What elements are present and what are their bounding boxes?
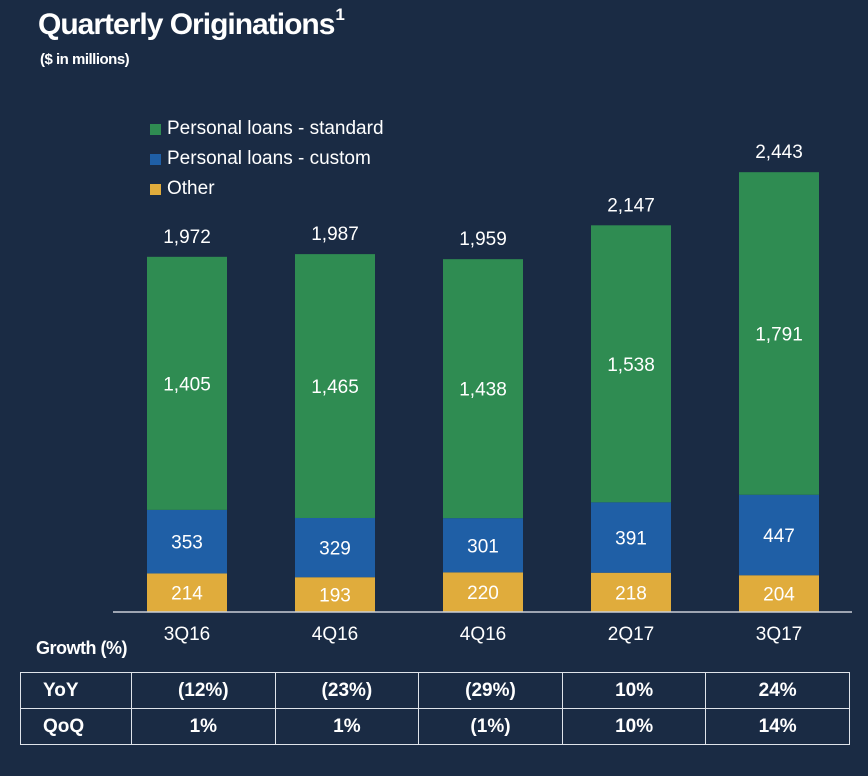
x-tick-label: 4Q16 xyxy=(312,624,358,645)
growth-cell: 24% xyxy=(705,672,850,709)
x-tick-label: 4Q16 xyxy=(460,624,506,645)
total-label: 1,959 xyxy=(459,229,507,250)
bar-segment-standard xyxy=(591,225,671,503)
growth-cell: 14% xyxy=(705,708,850,745)
growth-row-label: QoQ xyxy=(20,708,132,745)
bar-segment-other xyxy=(591,572,671,612)
data-label-custom: 447 xyxy=(763,526,795,547)
data-label-other: 214 xyxy=(171,584,203,605)
legend-item-other: Other xyxy=(150,174,384,204)
growth-cell: 10% xyxy=(561,708,707,745)
growth-row-label: YoY xyxy=(20,672,132,709)
growth-cell: 1% xyxy=(274,708,420,745)
chart-subtitle: ($ in millions) xyxy=(40,51,130,68)
title-footnote-marker: 1 xyxy=(335,5,345,24)
legend-label-other: Other xyxy=(167,178,215,199)
data-label-other: 220 xyxy=(467,583,499,604)
x-tick-label: 3Q17 xyxy=(756,624,802,645)
data-label-custom: 391 xyxy=(615,529,647,550)
legend-swatch-standard xyxy=(150,123,161,135)
bar-segment-custom xyxy=(443,518,523,573)
growth-cell: (12%) xyxy=(131,672,276,709)
chart-title: Quarterly Originations1 xyxy=(38,5,345,42)
bar-segment-custom xyxy=(739,494,819,576)
bar-segment-standard xyxy=(443,259,523,519)
data-label-standard: 1,791 xyxy=(755,324,803,345)
bar-segment-other xyxy=(739,575,819,612)
chart-legend: Personal loans - standard Personal loans… xyxy=(150,114,384,204)
bar-segment-custom xyxy=(295,517,375,578)
bar-segment-standard xyxy=(739,172,819,495)
data-label-standard: 1,538 xyxy=(607,355,655,376)
growth-row-qoq: QoQ 1% 1% (1%) 10% 14% xyxy=(20,708,850,745)
growth-label: Growth (%) xyxy=(36,638,128,658)
bar-segment-other xyxy=(295,577,375,612)
legend-item-custom: Personal loans - custom xyxy=(150,144,384,174)
data-label-standard: 1,465 xyxy=(311,377,359,398)
x-tick-label: 2Q17 xyxy=(608,624,654,645)
bars-group: 214 353 1,405 1,972 193 329 1,465 1,987 220 301 1,… xyxy=(147,142,819,612)
growth-cell: 10% xyxy=(561,672,707,709)
data-label-custom: 301 xyxy=(467,536,499,557)
data-label-standard: 1,405 xyxy=(163,374,211,395)
growth-cell: (29%) xyxy=(418,672,563,709)
bar-segment-standard xyxy=(147,256,227,510)
growth-row-yoy: YoY (12%) (23%) (29%) 10% 24% xyxy=(20,672,850,709)
legend-label-standard: Personal loans - standard xyxy=(167,118,384,139)
growth-table: YoY (12%) (23%) (29%) 10% 24% QoQ 1% 1% … xyxy=(20,672,850,745)
bar-segment-other xyxy=(443,572,523,612)
total-label: 2,147 xyxy=(607,195,655,216)
x-tick-labels: 3Q16 4Q16 4Q16 2Q17 3Q17 xyxy=(164,624,802,645)
legend-label-custom: Personal loans - custom xyxy=(167,148,371,169)
bar-segment-custom xyxy=(591,502,671,573)
bar-segment-standard xyxy=(295,254,375,518)
bar-segment-custom xyxy=(147,509,227,574)
total-label: 2,443 xyxy=(755,142,803,163)
growth-cell: (23%) xyxy=(274,672,420,709)
growth-cell: 1% xyxy=(131,708,276,745)
data-label-other: 218 xyxy=(615,583,647,604)
legend-item-standard: Personal loans - standard xyxy=(150,114,384,144)
data-label-standard: 1,438 xyxy=(459,380,507,401)
legend-swatch-custom xyxy=(150,153,161,165)
data-label-other: 204 xyxy=(763,585,795,606)
x-tick-label: 3Q16 xyxy=(164,624,210,645)
growth-cell: (1%) xyxy=(418,708,563,745)
data-label-custom: 329 xyxy=(319,539,351,560)
total-label: 1,972 xyxy=(163,227,211,248)
legend-swatch-other xyxy=(150,183,161,195)
data-label-custom: 353 xyxy=(171,533,203,554)
bar-segment-other xyxy=(147,573,227,612)
data-label-other: 193 xyxy=(319,586,351,607)
chart-title-text: Quarterly Originations xyxy=(38,8,335,41)
total-label: 1,987 xyxy=(311,224,359,245)
